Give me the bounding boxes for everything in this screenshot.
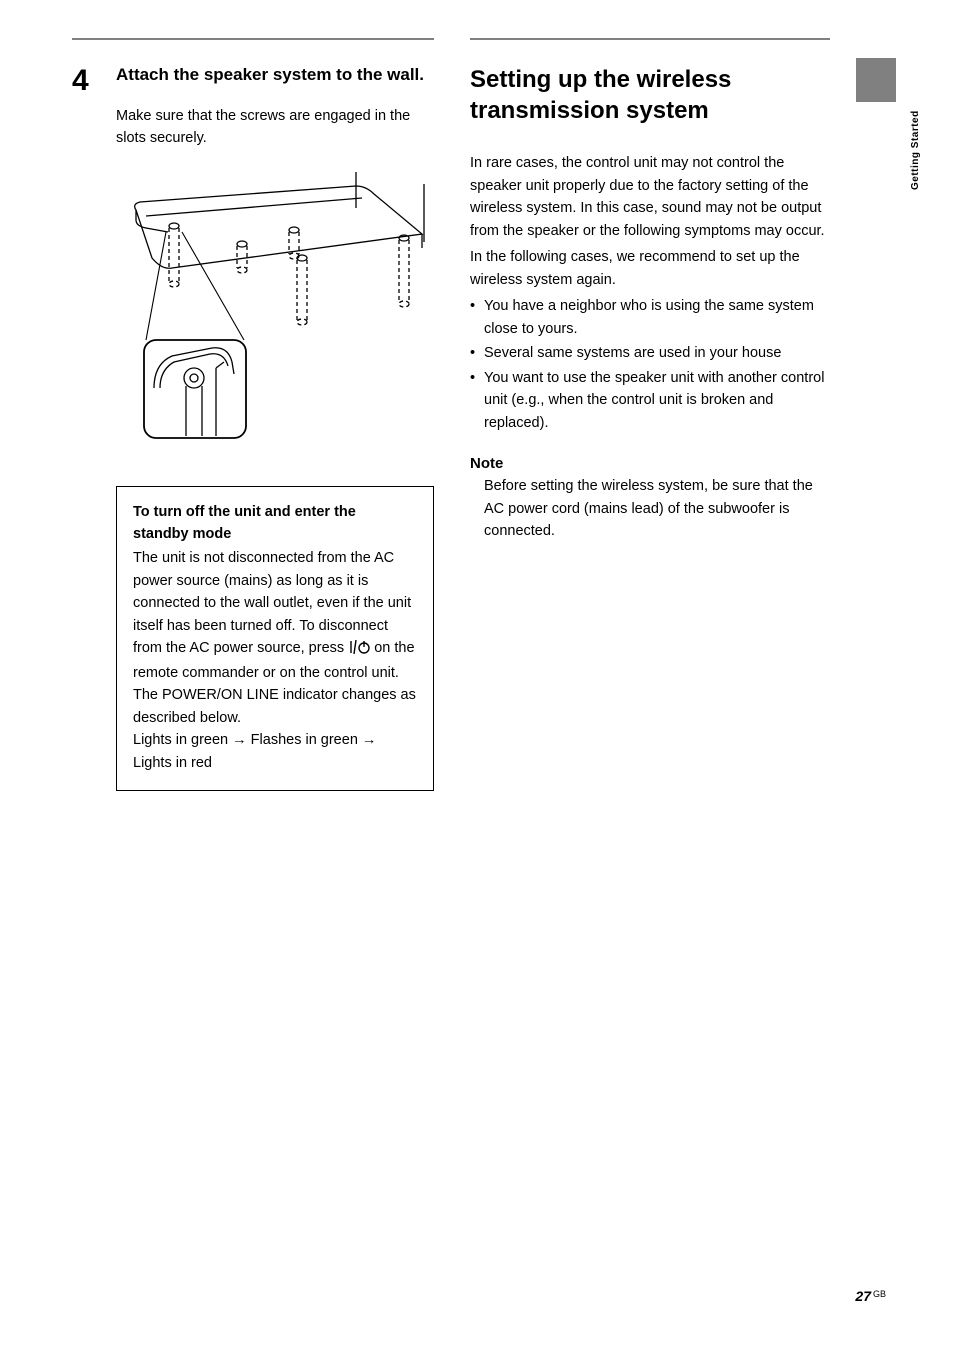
page: Getting Started 4 Attach the speaker sys… [0,0,954,1352]
mounting-diagram [116,172,434,442]
standby-heading: To turn off the unit and enter the stand… [133,501,417,546]
rule-left [72,38,434,40]
right-heading-line2: transmission system [470,97,709,124]
right-intro-1: In rare cases, the control unit may not … [470,152,830,242]
list-item: Several same systems are used in your ho… [470,342,830,364]
power-icon [348,639,370,661]
list-item: You have a neighbor who is using the sam… [470,295,830,340]
list-item: You want to use the speaker unit with an… [470,367,830,434]
page-lang: GB [873,1289,886,1299]
side-label: Getting Started [910,60,926,240]
thumb-tab [856,58,896,102]
note-label: Note [470,452,830,475]
right-intro-2: In the following cases, we recommend to … [470,246,830,291]
right-heading: Setting up the wireless transmission sys… [470,64,830,126]
step-title: Attach the speaker system to the wall. [116,64,434,87]
right-column: Setting up the wireless transmission sys… [470,64,830,543]
standby-body: The unit is not disconnected from the AC… [133,547,417,774]
step-number: 4 [72,64,116,96]
standby-heading-line1: To turn off the unit and enter the [133,504,356,520]
right-heading-line1: Setting up the wireless [470,66,731,93]
step-4-block: 4 Attach the speaker system to the wall.… [72,64,434,791]
note-text: Before setting the wireless system, be s… [470,475,830,542]
standby-indicator-line: Lights in green → Flashes in green → Lig… [133,732,376,770]
standby-heading-line2: standby mode [133,526,231,542]
right-body: In rare cases, the control unit may not … [470,152,830,542]
step-subtext: Make sure that the screws are engaged in… [116,106,434,150]
rule-right [470,38,830,40]
page-number: 27GB [855,1288,886,1304]
bullet-list: You have a neighbor who is using the sam… [470,295,830,434]
page-number-value: 27 [855,1288,871,1304]
step-row: 4 Attach the speaker system to the wall. [72,64,434,96]
standby-box: To turn off the unit and enter the stand… [116,486,434,792]
